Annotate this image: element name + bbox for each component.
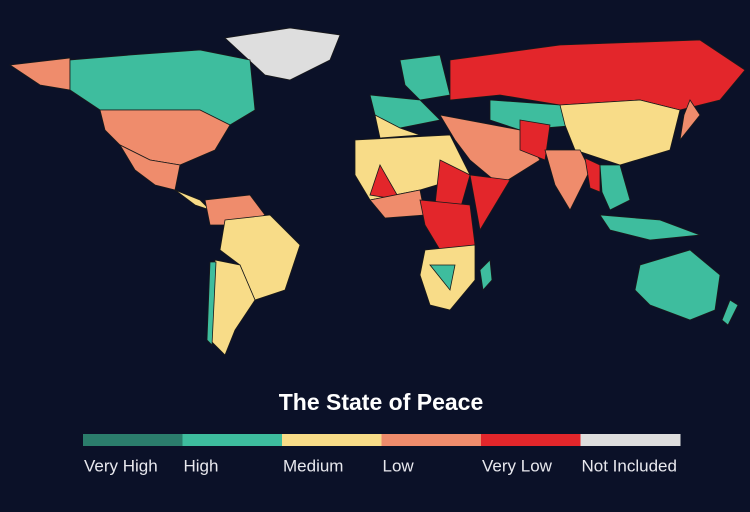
nordics: [399, 54, 451, 101]
world-map: [8, 27, 746, 356]
afghanistan-pakistan: [519, 119, 551, 161]
botswana: [429, 264, 456, 291]
legend-label: Very Low: [482, 456, 553, 475]
legend-label: High: [184, 456, 219, 475]
southeast-asia: [599, 164, 631, 211]
madagascar: [479, 259, 493, 291]
indonesia: [599, 214, 701, 241]
canada: [69, 49, 256, 126]
new-zealand: [721, 299, 739, 326]
greenland: [224, 27, 341, 81]
china: [559, 99, 681, 166]
australia: [634, 249, 721, 321]
myanmar: [584, 157, 601, 193]
legend-label: Not Included: [582, 456, 677, 475]
legend-label: Low: [383, 456, 415, 475]
legend: Very High High Medium Low Very Low Not Includ…: [83, 434, 681, 475]
legend-swatch: [83, 434, 183, 446]
legend-swatch: [182, 434, 283, 446]
horn-of-africa: [469, 174, 511, 232]
brazil: [219, 214, 301, 301]
map-title: The State of Peace: [279, 389, 484, 415]
legend-swatch: [282, 434, 382, 446]
japan: [679, 99, 701, 142]
southern-europe: [374, 114, 421, 139]
legend-label: Medium: [283, 456, 343, 475]
legend-swatch: [580, 434, 681, 446]
india: [544, 149, 591, 211]
legend-swatch: [481, 434, 581, 446]
legend-swatch: [381, 434, 482, 446]
legend-label: Very High: [84, 456, 158, 475]
chile: [206, 261, 217, 346]
